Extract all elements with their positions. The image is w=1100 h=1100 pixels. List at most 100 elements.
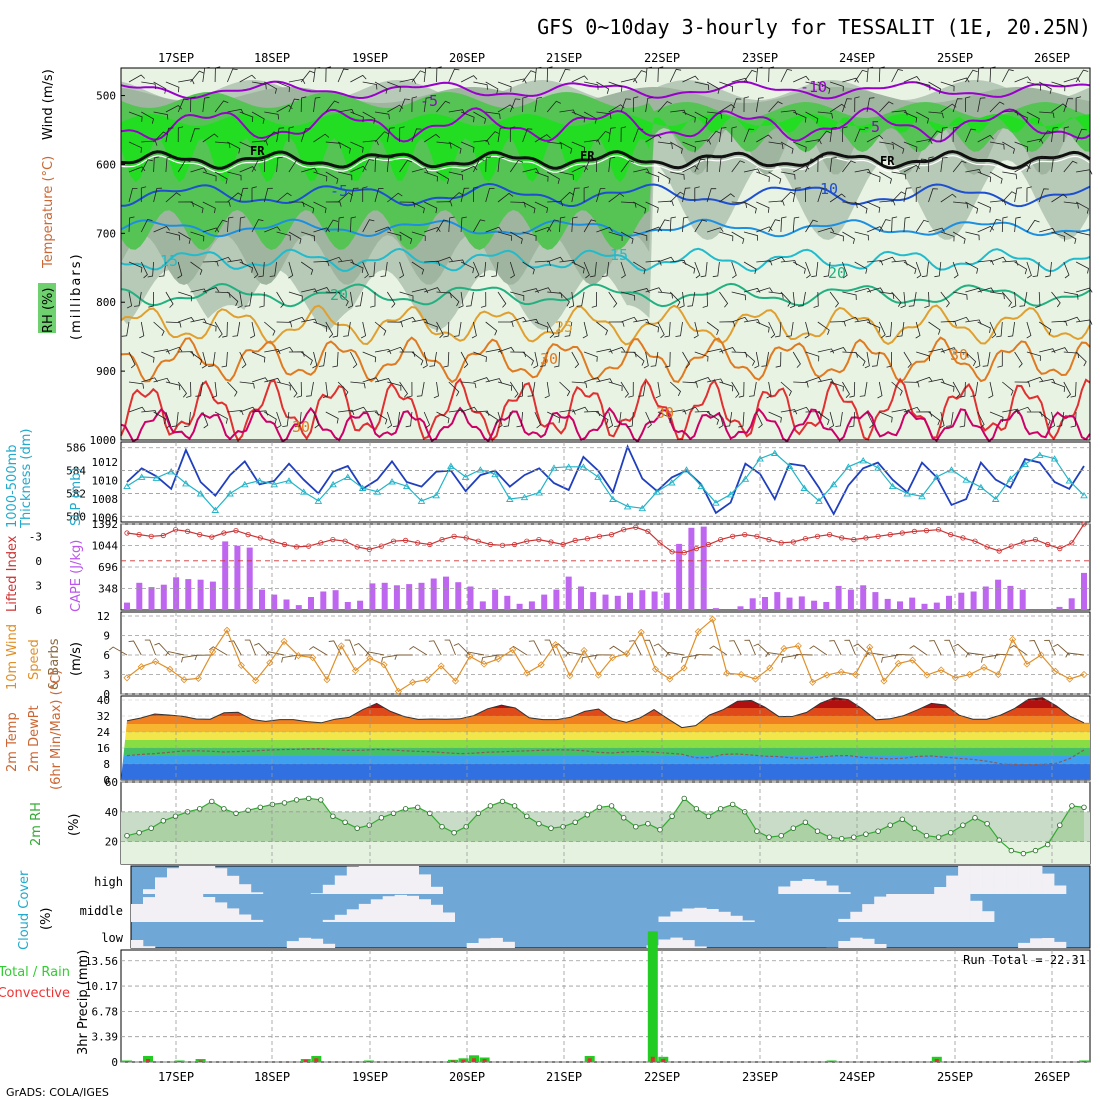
- wind-barb: [620, 381, 630, 398]
- wind-barb: [227, 259, 244, 265]
- wind-barb: [128, 381, 144, 389]
- wind-barb: [559, 191, 575, 203]
- rh2m-point: [935, 834, 942, 840]
- wind-barb: [743, 231, 758, 241]
- cloud-cell: [838, 941, 851, 948]
- date-label: 17SEP: [158, 51, 194, 65]
- wind-barb: [534, 97, 542, 113]
- slp-point: [402, 482, 411, 490]
- wind-barb: [1014, 187, 1022, 203]
- li-point: [742, 531, 748, 538]
- rh-axis-label: RH (%): [41, 288, 56, 333]
- wind-barb: [694, 261, 701, 279]
- date-label: 23SEP: [742, 1070, 778, 1084]
- wind-barb: [202, 97, 210, 113]
- wind-barb: [756, 226, 773, 233]
- wind-barb: [190, 96, 196, 113]
- wind-barb: [338, 109, 355, 115]
- rh2m-point: [160, 818, 166, 824]
- wind-barb: [522, 201, 536, 214]
- temp-tick: 40: [97, 694, 110, 707]
- wind-barb: [694, 219, 708, 233]
- wind-barb: [582, 321, 588, 339]
- wind-speed-point: [1023, 660, 1031, 668]
- wind-barb: [1026, 81, 1041, 91]
- wind-barb: [669, 191, 685, 203]
- wind-barb: [325, 256, 343, 263]
- wind-barb: [679, 291, 685, 309]
- wind-barb: [374, 188, 384, 203]
- li-point: [354, 544, 360, 550]
- surface-wind-barb: [594, 654, 613, 660]
- wind-barb: [313, 97, 321, 113]
- wind-barb: [1014, 406, 1032, 413]
- wind-barb: [633, 351, 645, 366]
- wind-barb: [805, 411, 822, 417]
- cloud-cell: [742, 920, 755, 922]
- date-label: 25SEP: [937, 51, 973, 65]
- wind-barb: [756, 260, 773, 266]
- surface-wind-barb: [444, 639, 456, 656]
- wind-barb: [707, 111, 723, 119]
- wind-barb: [854, 96, 860, 113]
- wind-barb: [380, 261, 388, 277]
- wind-barb: [731, 351, 748, 358]
- wind-barb: [682, 216, 689, 233]
- wind-barb: [768, 171, 782, 184]
- li-point: [596, 533, 603, 539]
- wind-speed-point: [880, 677, 888, 685]
- wind-barb: [608, 381, 623, 392]
- slp-point: [123, 482, 131, 490]
- wind-barb: [263, 187, 273, 203]
- wind-barb: [232, 321, 241, 337]
- surface-wind-barb: [865, 652, 885, 658]
- wind-speed-point: [651, 665, 660, 673]
- wind-barb: [288, 231, 302, 244]
- cloud-cell: [934, 887, 947, 894]
- wind-barb: [448, 409, 466, 415]
- wind-barb: [301, 167, 318, 173]
- wind-barb: [227, 68, 238, 83]
- wind-barb: [780, 381, 792, 396]
- slp-point: [977, 483, 985, 491]
- wind-barb: [473, 261, 480, 279]
- wind-barb: [338, 259, 355, 265]
- wind-barb: [952, 381, 961, 398]
- wind-barb: [497, 231, 512, 241]
- contour-label: 30: [540, 350, 558, 368]
- precip-tick: 13.56: [85, 955, 118, 968]
- cloud-cell: [1018, 942, 1031, 948]
- precip-bar-total: [363, 1060, 374, 1062]
- surface-wind-barb: [881, 654, 899, 663]
- cloud-cell: [382, 866, 395, 894]
- rh2m-point: [899, 816, 905, 822]
- wind-barb: [128, 406, 146, 413]
- wind-barb: [153, 187, 162, 203]
- temp-contour-line: [120, 406, 1091, 443]
- wind-barb: [1038, 411, 1051, 426]
- li-point: [972, 538, 978, 544]
- wind-barb: [559, 409, 576, 415]
- wind-barb: [657, 171, 671, 184]
- cloud-cell: [143, 946, 156, 948]
- wind-barb: [497, 381, 512, 391]
- wind-barb: [165, 346, 183, 353]
- wind-barb: [805, 111, 819, 124]
- cape-bar: [921, 603, 928, 610]
- wind-barb: [1063, 201, 1079, 209]
- wind-barb: [633, 319, 650, 325]
- wind-speed-point: [409, 678, 417, 686]
- wind-barb: [952, 316, 970, 323]
- wind-barb: [1001, 216, 1008, 233]
- slp-label: SLP (mb): [69, 467, 84, 526]
- wind-speed-point: [694, 628, 702, 636]
- wind-barb: [337, 68, 349, 83]
- wind-barb: [754, 351, 760, 369]
- wind-barb: [633, 261, 646, 275]
- wind-barb: [325, 219, 339, 233]
- slp-point: [344, 473, 352, 480]
- wind-barb: [399, 261, 405, 279]
- wind-barb: [497, 291, 507, 308]
